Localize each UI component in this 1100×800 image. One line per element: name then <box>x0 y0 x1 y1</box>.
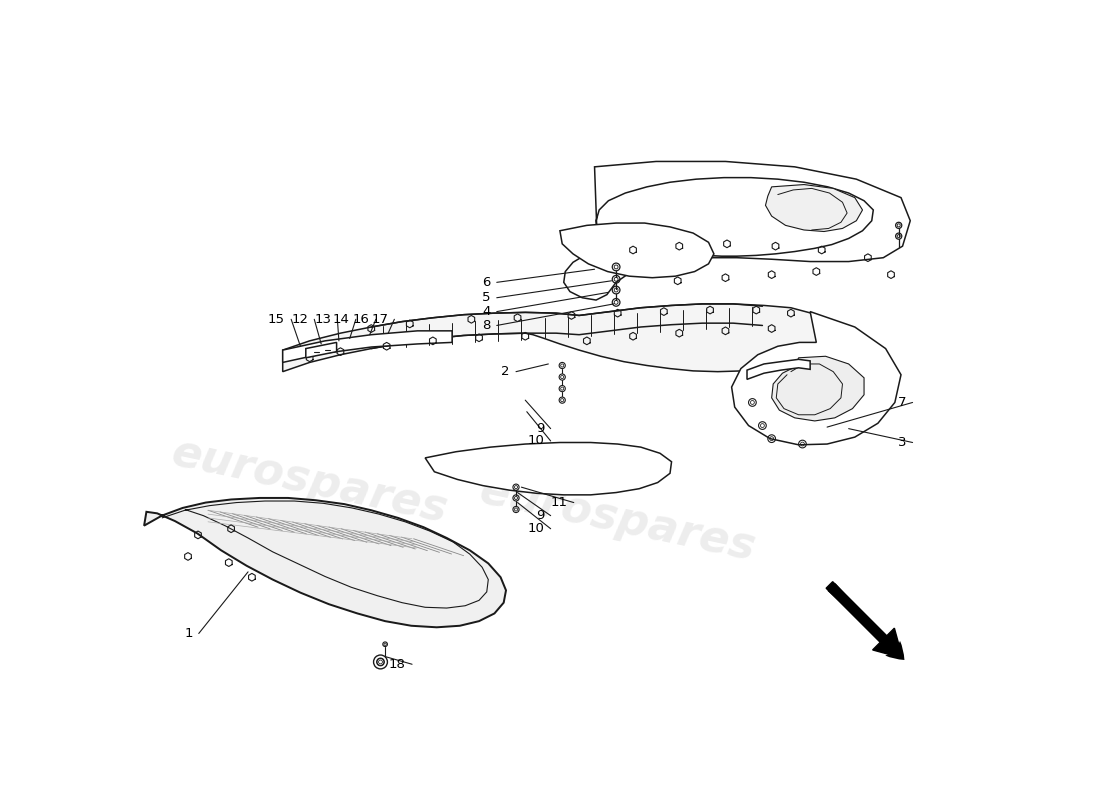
Text: 3: 3 <box>898 436 906 449</box>
Text: 12: 12 <box>292 313 308 326</box>
Polygon shape <box>747 359 810 379</box>
Text: 9: 9 <box>536 509 544 522</box>
Polygon shape <box>732 312 901 445</box>
Text: 18: 18 <box>389 658 406 670</box>
Polygon shape <box>283 331 452 362</box>
Text: 8: 8 <box>482 319 491 332</box>
Polygon shape <box>766 185 862 231</box>
Text: 2: 2 <box>502 365 510 378</box>
Polygon shape <box>283 304 839 372</box>
Text: 6: 6 <box>482 276 491 289</box>
Text: 13: 13 <box>315 313 331 326</box>
Text: eurospares: eurospares <box>475 470 760 570</box>
Text: 10: 10 <box>528 434 544 447</box>
Polygon shape <box>144 498 506 627</box>
Text: 9: 9 <box>536 422 544 435</box>
Polygon shape <box>563 162 911 300</box>
Polygon shape <box>306 342 337 358</box>
Polygon shape <box>772 356 865 421</box>
Polygon shape <box>560 223 714 278</box>
Text: 14: 14 <box>333 313 350 326</box>
Text: 11: 11 <box>551 496 568 509</box>
Text: 7: 7 <box>898 396 906 409</box>
Text: 16: 16 <box>353 313 370 326</box>
Polygon shape <box>425 442 671 495</box>
Text: 17: 17 <box>371 313 388 326</box>
Text: 5: 5 <box>482 291 491 304</box>
Text: 15: 15 <box>268 313 285 326</box>
Text: 10: 10 <box>528 522 544 535</box>
FancyArrow shape <box>826 582 902 658</box>
Text: 1: 1 <box>184 627 192 640</box>
Text: 4: 4 <box>482 305 491 318</box>
Text: eurospares: eurospares <box>167 430 452 531</box>
